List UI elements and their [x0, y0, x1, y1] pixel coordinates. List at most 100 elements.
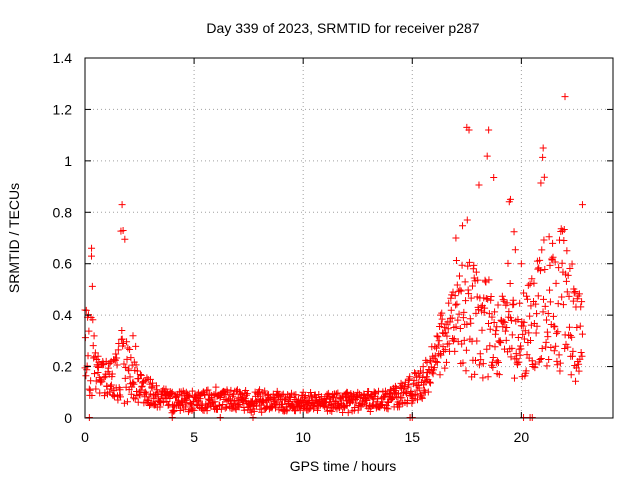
data-point: [463, 216, 471, 224]
data-point: [85, 327, 93, 335]
data-point: [497, 339, 505, 347]
data-point: [491, 308, 499, 316]
data-point: [117, 393, 125, 401]
data-point: [338, 399, 346, 407]
data-point: [188, 387, 196, 395]
data-point: [434, 341, 442, 349]
data-point: [565, 292, 573, 300]
data-point: [204, 386, 212, 394]
data-point: [225, 391, 233, 399]
data-point: [549, 253, 557, 261]
data-point: [425, 367, 433, 375]
data-point: [578, 352, 586, 360]
data-point: [296, 406, 304, 414]
data-point: [442, 329, 450, 337]
data-point: [213, 392, 221, 400]
data-point: [434, 333, 442, 341]
data-point: [533, 322, 541, 330]
data-point: [310, 403, 318, 411]
data-point: [494, 301, 502, 309]
data-point: [462, 297, 470, 305]
data-point: [94, 362, 102, 370]
data-point: [526, 312, 534, 320]
data-point: [401, 382, 409, 390]
data-point: [431, 343, 439, 351]
data-point: [132, 342, 140, 350]
data-point: [462, 346, 470, 354]
data-point: [283, 406, 291, 414]
data-point: [166, 394, 174, 402]
data-point: [247, 408, 255, 416]
data-point: [210, 391, 218, 399]
data-point: [168, 390, 176, 398]
data-point: [216, 413, 224, 421]
data-point: [394, 390, 402, 398]
data-point: [503, 323, 511, 331]
data-point: [271, 404, 279, 412]
data-point: [162, 385, 170, 393]
data-point: [537, 179, 545, 187]
data-point: [123, 338, 131, 346]
data-point: [233, 387, 241, 395]
y-tick-label: 0.2: [53, 359, 73, 375]
data-point: [94, 352, 102, 360]
data-point: [523, 295, 531, 303]
data-point: [455, 310, 463, 318]
data-point: [362, 395, 370, 403]
data-point: [510, 374, 518, 382]
data-point: [292, 391, 300, 399]
data-point: [537, 354, 545, 362]
data-point: [527, 337, 535, 345]
data-point: [338, 392, 346, 400]
data-point: [459, 359, 467, 367]
data-point: [527, 302, 535, 310]
data-point: [113, 354, 121, 362]
data-point: [470, 261, 478, 269]
data-point: [465, 290, 473, 298]
data-point: [232, 406, 240, 414]
data-point: [189, 405, 197, 413]
data-point: [242, 387, 250, 395]
data-point: [472, 309, 480, 317]
data-point: [483, 152, 491, 160]
data-point: [281, 396, 289, 404]
data-point: [468, 282, 476, 290]
data-point: [486, 325, 494, 333]
data-point: [145, 393, 153, 401]
data-point: [123, 355, 131, 363]
data-point: [137, 371, 145, 379]
data-point: [452, 323, 460, 331]
data-point: [539, 295, 547, 303]
data-point: [532, 300, 540, 308]
data-point: [476, 350, 484, 358]
data-point: [436, 371, 444, 379]
data-point: [426, 378, 434, 386]
data-point: [508, 331, 516, 339]
data-point: [201, 391, 209, 399]
data-point: [522, 367, 530, 375]
data-point: [550, 322, 558, 330]
data-point: [568, 260, 576, 268]
data-point: [411, 390, 419, 398]
data-point: [460, 336, 468, 344]
data-point: [556, 367, 564, 375]
data-point: [531, 360, 539, 368]
data-point: [130, 380, 138, 388]
data-point: [482, 295, 490, 303]
data-point: [100, 374, 108, 382]
data-point: [550, 347, 558, 355]
data-point: [107, 357, 115, 365]
data-point: [490, 174, 498, 182]
data-point: [168, 413, 176, 421]
axis-ticks: 0 5 10 15 20 0 0.2 0.4 0.6 0.8 1 1.2 1.4: [53, 50, 613, 445]
data-point: [578, 298, 586, 306]
data-point: [534, 292, 542, 300]
data-point: [461, 278, 469, 286]
y-axis-label: SRMTID / TECUs: [6, 183, 22, 293]
data-point: [487, 293, 495, 301]
data-point: [223, 403, 231, 411]
data-point: [153, 386, 161, 394]
data-point: [419, 363, 427, 371]
data-point: [406, 373, 414, 381]
